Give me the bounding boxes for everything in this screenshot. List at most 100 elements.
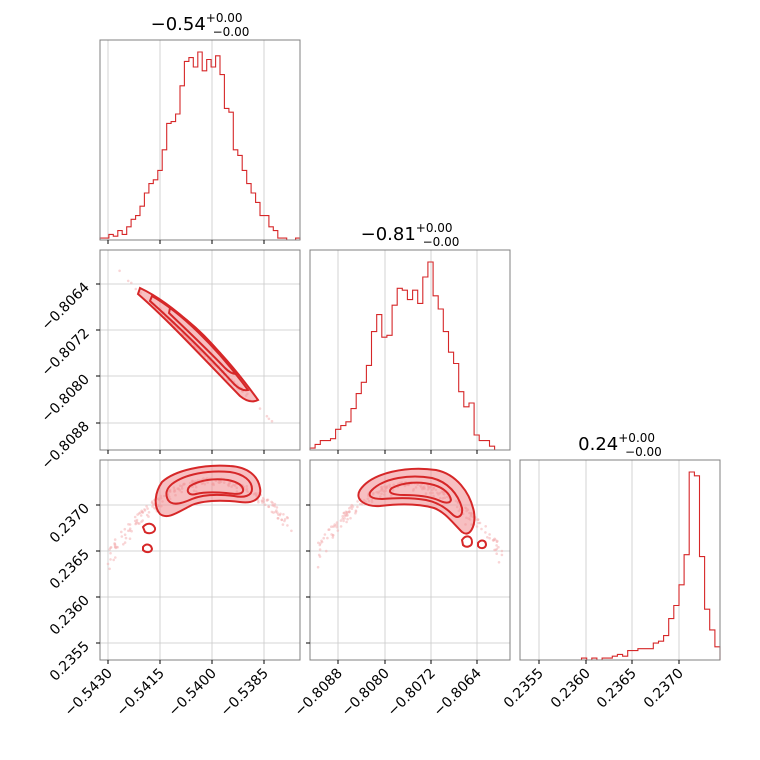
- sample-point: [265, 414, 269, 418]
- panel-hist-p3: 0.24+0.00 −0.00 0.2355 0.2360 0.2365 0.23…: [501, 431, 721, 712]
- sample-point: [153, 506, 156, 510]
- sample-point: [118, 269, 121, 273]
- sample-point: [495, 544, 498, 547]
- sample-point: [317, 541, 320, 545]
- sample-point: [275, 506, 279, 509]
- sample-point: [477, 521, 480, 525]
- ytick-row1-0: −0.8064: [39, 279, 93, 333]
- frame-hist-p1: [99, 39, 301, 241]
- sample-point: [145, 505, 148, 508]
- ytick-row2-0: 0.2370: [47, 501, 93, 547]
- ytick-row1-1: −0.8072: [39, 326, 93, 380]
- sample-point: [330, 525, 333, 528]
- sample-point: [267, 417, 271, 421]
- sample-point: [491, 539, 495, 542]
- sample-point: [113, 546, 117, 549]
- frame-2d-p1-p2: [99, 249, 301, 451]
- sample-point: [495, 540, 499, 543]
- panel-2d-p1-p2: −0.8064 −0.8072 −0.8080 −0.8088: [39, 249, 301, 473]
- sample-point: [339, 519, 343, 522]
- sample-point: [348, 510, 351, 513]
- sample-point: [274, 510, 277, 514]
- sample-point: [276, 517, 280, 520]
- sample-point: [281, 523, 285, 526]
- sample-point: [108, 548, 111, 551]
- sample-point: [318, 548, 322, 551]
- sample-point: [325, 549, 328, 553]
- sample-point: [128, 537, 132, 540]
- sample-point: [106, 562, 110, 566]
- sample-point: [151, 500, 154, 503]
- sample-point: [124, 536, 128, 540]
- sample-point: [108, 567, 111, 571]
- sample-point: [476, 518, 480, 521]
- sample-point: [134, 287, 138, 291]
- xtick-p3-0: 0.2355: [501, 666, 547, 712]
- sample-point: [120, 530, 123, 534]
- sample-point: [327, 528, 330, 531]
- sample-point: [270, 510, 274, 514]
- title-p3: 0.24+0.00 −0.00: [578, 431, 662, 459]
- sample-point: [331, 525, 335, 528]
- histogram-p3: [520, 471, 721, 661]
- sample-point: [484, 531, 487, 534]
- xtick-p3-2: 0.2365: [594, 666, 640, 712]
- sample-point: [122, 543, 125, 546]
- sample-point: [500, 549, 504, 553]
- sample-point: [484, 525, 488, 528]
- xtick-p2-2: −0.8072: [385, 666, 439, 720]
- sample-point: [266, 498, 270, 502]
- sample-point: [123, 533, 127, 536]
- sample-point: [339, 525, 343, 528]
- sample-point: [495, 552, 499, 555]
- sample-point: [354, 510, 358, 513]
- sample-point: [480, 527, 483, 531]
- sample-point: [488, 536, 491, 540]
- sample-point: [134, 521, 138, 525]
- sample-point: [263, 503, 267, 507]
- sample-point: [256, 499, 260, 502]
- sample-point: [349, 505, 353, 509]
- frame-2d-p2-p3: [309, 459, 511, 661]
- sample-point: [320, 539, 323, 543]
- sample-point: [267, 505, 271, 509]
- xtick-p1-1: −0.5415: [114, 666, 168, 720]
- panel-2d-p1-p3: 0.2370 0.2365 0.2360 0.2355 −0.5430 −0.5…: [47, 459, 301, 720]
- sample-point: [147, 511, 151, 514]
- sample-point: [497, 545, 500, 549]
- sample-point: [143, 508, 146, 511]
- sample-point: [342, 519, 345, 523]
- sample-point: [486, 536, 489, 539]
- sample-point: [497, 561, 501, 564]
- xtick-p2-3: −0.8064: [431, 665, 485, 719]
- xtick-p3-3: 0.2370: [641, 666, 687, 712]
- ytick-row2-2: 0.2360: [47, 593, 93, 639]
- sample-point: [113, 542, 117, 546]
- sample-point: [270, 419, 274, 423]
- contours-p1-p2: [136, 286, 260, 403]
- sample-point: [114, 556, 117, 559]
- sample-point: [341, 514, 345, 518]
- sample-point: [346, 517, 349, 521]
- xtick-p1-3: −0.5385: [218, 666, 272, 720]
- sample-point: [138, 511, 142, 514]
- sample-point: [128, 523, 132, 526]
- sample-point: [349, 516, 352, 520]
- sample-point: [335, 525, 339, 529]
- sample-point: [130, 281, 133, 285]
- grid-2d-p1-p2: [100, 250, 300, 450]
- sample-point: [283, 519, 286, 523]
- sample-point: [290, 529, 293, 533]
- sample-point: [331, 534, 335, 537]
- sample-point: [322, 536, 326, 540]
- frame-hist-p2: [309, 249, 511, 451]
- contours-p1-p3: [141, 464, 262, 554]
- sample-point: [130, 529, 133, 533]
- sample-point: [109, 551, 112, 555]
- sample-point: [342, 511, 346, 515]
- sample-point: [360, 502, 364, 506]
- sample-point: [495, 547, 499, 551]
- sample-point: [317, 553, 321, 557]
- sample-point: [271, 504, 274, 507]
